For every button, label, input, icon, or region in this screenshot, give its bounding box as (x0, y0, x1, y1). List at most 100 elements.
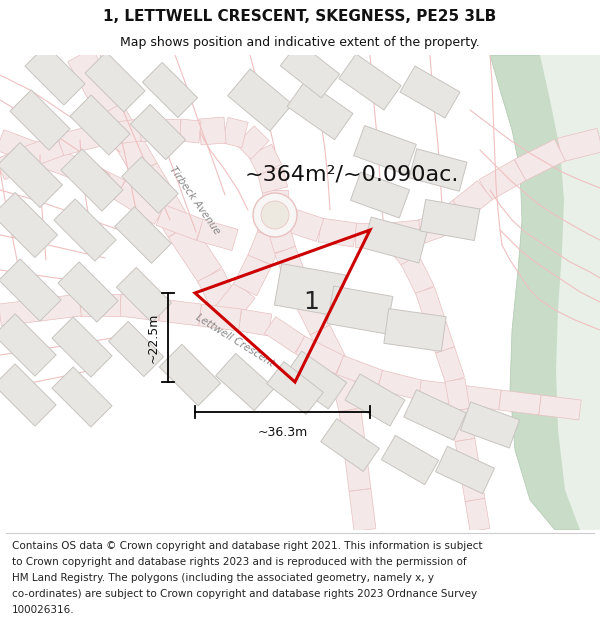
Polygon shape (319, 218, 356, 247)
Polygon shape (54, 199, 116, 261)
Polygon shape (58, 262, 118, 322)
Polygon shape (257, 167, 287, 193)
Polygon shape (80, 294, 120, 316)
Text: 1, LETTWELL CRESCENT, SKEGNESS, PE25 3LB: 1, LETTWELL CRESCENT, SKEGNESS, PE25 3LB (103, 9, 497, 24)
Polygon shape (70, 95, 130, 155)
Polygon shape (460, 468, 485, 502)
Polygon shape (119, 294, 161, 321)
Polygon shape (268, 200, 296, 230)
Polygon shape (222, 118, 248, 148)
Text: co-ordinates) are subject to Crown copyright and database rights 2023 Ordnance S: co-ordinates) are subject to Crown copyr… (12, 589, 477, 599)
Polygon shape (350, 172, 410, 218)
Polygon shape (262, 190, 288, 215)
Polygon shape (286, 209, 324, 241)
Polygon shape (363, 217, 427, 263)
Circle shape (261, 201, 289, 229)
Polygon shape (416, 287, 445, 323)
Polygon shape (109, 321, 164, 377)
Text: Contains OS data © Crown copyright and database right 2021. This information is : Contains OS data © Crown copyright and d… (12, 541, 482, 551)
Polygon shape (158, 299, 202, 326)
Polygon shape (436, 347, 464, 383)
Polygon shape (58, 124, 103, 156)
Polygon shape (215, 282, 255, 323)
Polygon shape (353, 126, 416, 174)
Polygon shape (238, 309, 272, 336)
Polygon shape (10, 90, 70, 150)
Polygon shape (140, 119, 180, 141)
Polygon shape (436, 446, 494, 494)
Polygon shape (115, 207, 171, 263)
Polygon shape (274, 264, 346, 316)
Polygon shape (455, 438, 480, 472)
Polygon shape (265, 317, 305, 353)
Polygon shape (540, 55, 600, 530)
Polygon shape (320, 419, 379, 471)
Polygon shape (382, 436, 439, 484)
Polygon shape (345, 374, 405, 426)
Polygon shape (450, 408, 475, 442)
Polygon shape (499, 390, 541, 415)
Polygon shape (310, 325, 350, 375)
Polygon shape (420, 199, 480, 241)
Polygon shape (133, 163, 192, 237)
Polygon shape (0, 314, 56, 376)
Polygon shape (266, 362, 323, 414)
Polygon shape (400, 66, 460, 118)
Text: Map shows position and indicative extent of the property.: Map shows position and indicative extent… (120, 36, 480, 49)
Polygon shape (85, 52, 145, 112)
Polygon shape (159, 344, 221, 406)
Polygon shape (98, 103, 157, 177)
Polygon shape (197, 269, 242, 321)
Polygon shape (349, 489, 376, 531)
Polygon shape (215, 354, 274, 411)
Polygon shape (36, 145, 84, 180)
Text: ~36.3m: ~36.3m (257, 426, 308, 439)
Polygon shape (0, 130, 44, 165)
Polygon shape (0, 364, 56, 426)
Polygon shape (199, 117, 226, 145)
Polygon shape (557, 128, 600, 162)
Polygon shape (257, 212, 287, 238)
Polygon shape (404, 390, 466, 440)
Polygon shape (116, 268, 172, 322)
Polygon shape (416, 214, 444, 243)
Polygon shape (52, 367, 112, 427)
Text: 1: 1 (304, 289, 320, 314)
Text: Tirbeck Avenue: Tirbeck Avenue (168, 164, 222, 236)
Polygon shape (75, 160, 125, 200)
Polygon shape (409, 149, 467, 191)
Text: ~22.5m: ~22.5m (147, 312, 160, 362)
Polygon shape (377, 370, 422, 400)
Polygon shape (236, 126, 269, 159)
Polygon shape (459, 385, 501, 410)
Polygon shape (433, 201, 467, 234)
Polygon shape (61, 149, 123, 211)
Polygon shape (248, 144, 281, 176)
Polygon shape (384, 309, 446, 351)
Polygon shape (280, 42, 340, 98)
Polygon shape (169, 222, 221, 282)
Polygon shape (0, 299, 41, 326)
Polygon shape (389, 220, 421, 247)
Polygon shape (339, 54, 401, 110)
Polygon shape (401, 256, 434, 294)
Polygon shape (445, 378, 470, 412)
Polygon shape (233, 254, 272, 296)
Polygon shape (0, 192, 58, 258)
Polygon shape (515, 139, 565, 181)
Polygon shape (68, 48, 122, 117)
Polygon shape (419, 380, 461, 405)
Polygon shape (283, 351, 347, 409)
Polygon shape (227, 69, 292, 131)
Polygon shape (329, 368, 361, 413)
Polygon shape (296, 336, 344, 374)
Polygon shape (479, 159, 526, 201)
Polygon shape (490, 55, 600, 530)
Polygon shape (460, 402, 520, 448)
Polygon shape (337, 356, 383, 389)
Polygon shape (539, 395, 581, 420)
Polygon shape (248, 230, 282, 265)
Text: to Crown copyright and database rights 2023 and is reproduced with the permissio: to Crown copyright and database rights 2… (12, 558, 467, 568)
Polygon shape (465, 498, 490, 532)
Polygon shape (199, 304, 241, 331)
